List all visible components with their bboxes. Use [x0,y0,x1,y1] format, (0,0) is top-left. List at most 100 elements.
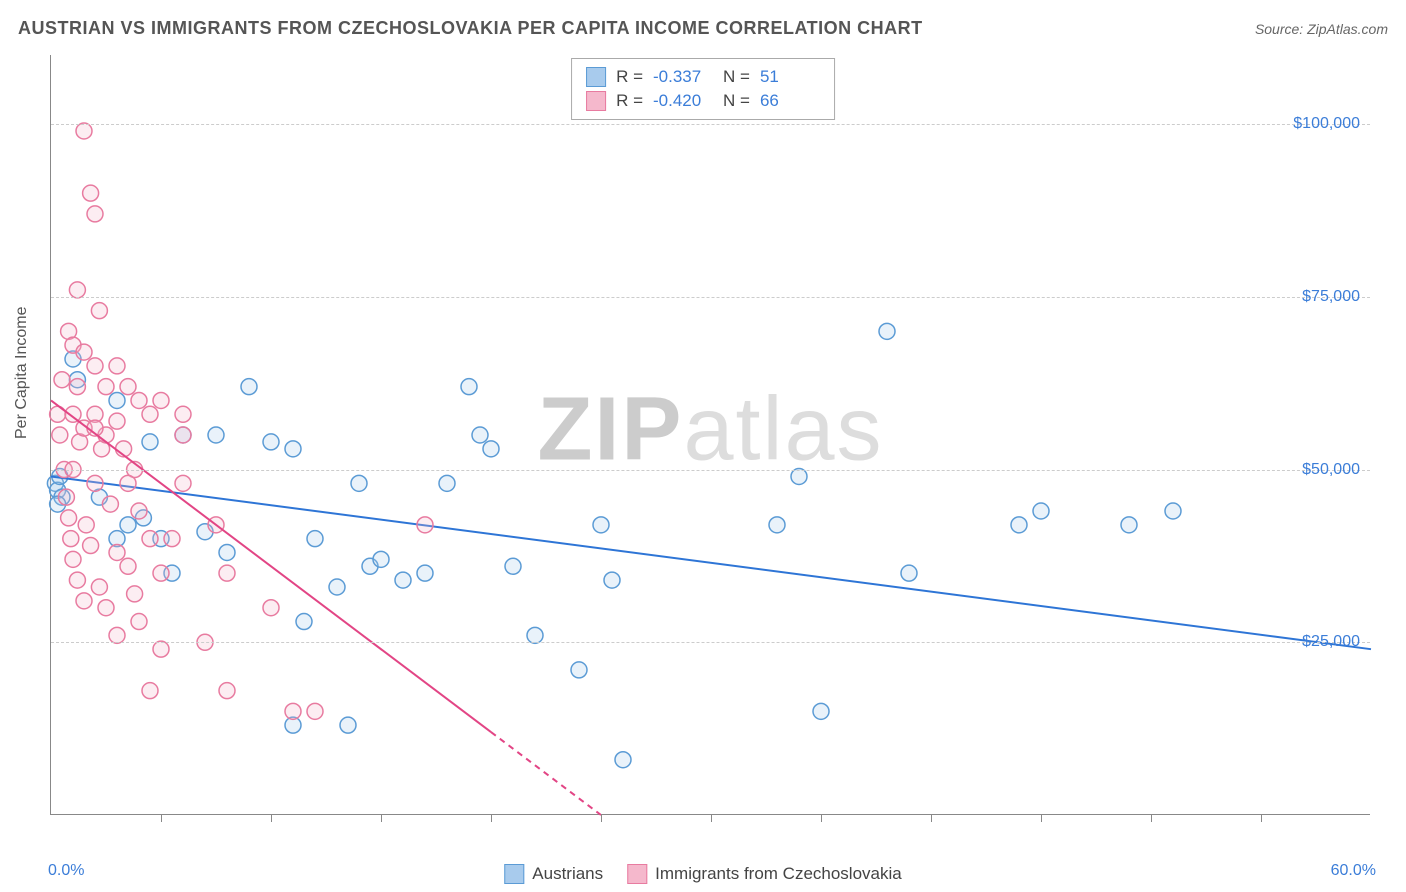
data-point [615,752,631,768]
data-point [813,703,829,719]
legend-swatch [586,67,606,87]
data-point [483,441,499,457]
data-point [69,282,85,298]
data-point [65,551,81,567]
r-value: -0.337 [653,67,713,87]
data-point [208,427,224,443]
data-point [61,510,77,526]
y-tick-label: $100,000 [1293,115,1360,133]
data-point [340,717,356,733]
x-tick [711,814,712,822]
x-tick [931,814,932,822]
data-point [76,123,92,139]
chart-area: ZIPatlas $25,000$50,000$75,000$100,000 [50,55,1370,815]
data-point [76,344,92,360]
x-tick [491,814,492,822]
legend-item: Austrians [504,864,603,884]
data-point [175,427,191,443]
data-point [87,475,103,491]
gridline [51,470,1370,471]
x-axis-min-label: 0.0% [48,862,84,880]
r-label: R = [616,91,643,111]
data-point [373,551,389,567]
legend-label: Immigrants from Czechoslovakia [655,864,902,884]
data-point [296,614,312,630]
data-point [120,475,136,491]
data-point [219,565,235,581]
data-point [83,538,99,554]
legend-item: Immigrants from Czechoslovakia [627,864,902,884]
scatter-plot [51,55,1370,814]
legend-swatch [586,91,606,111]
data-point [164,531,180,547]
x-tick [821,814,822,822]
n-value: 66 [760,91,820,111]
data-point [571,662,587,678]
data-point [91,303,107,319]
stats-row: R =-0.337N =51 [586,65,820,89]
chart-title: AUSTRIAN VS IMMIGRANTS FROM CZECHOSLOVAK… [18,18,923,39]
data-point [351,475,367,491]
data-point [263,434,279,450]
gridline [51,297,1370,298]
x-tick [161,814,162,822]
data-point [142,434,158,450]
data-point [109,544,125,560]
n-label: N = [723,67,750,87]
data-point [307,531,323,547]
data-point [131,392,147,408]
data-point [69,572,85,588]
data-point [329,579,345,595]
data-point [120,517,136,533]
data-point [1165,503,1181,519]
r-label: R = [616,67,643,87]
x-tick [1151,814,1152,822]
data-point [175,475,191,491]
r-value: -0.420 [653,91,713,111]
data-point [153,392,169,408]
data-point [120,558,136,574]
data-point [527,627,543,643]
data-point [285,441,301,457]
data-point [142,683,158,699]
data-point [52,427,68,443]
data-point [91,579,107,595]
data-point [153,565,169,581]
data-point [285,703,301,719]
x-axis-max-label: 60.0% [1331,862,1376,880]
data-point [58,489,74,505]
data-point [83,185,99,201]
x-tick [1041,814,1042,822]
stats-row: R =-0.420N =66 [586,89,820,113]
data-point [127,586,143,602]
data-point [219,683,235,699]
data-point [593,517,609,533]
data-point [98,600,114,616]
data-point [69,379,85,395]
x-tick [381,814,382,822]
data-point [505,558,521,574]
data-point [461,379,477,395]
trend-line-dashed [491,732,601,815]
gridline [51,124,1370,125]
data-point [54,372,70,388]
data-point [87,206,103,222]
data-point [395,572,411,588]
data-point [109,627,125,643]
data-point [142,531,158,547]
data-point [76,593,92,609]
data-point [142,406,158,422]
stats-legend: R =-0.337N =51R =-0.420N =66 [571,58,835,120]
data-point [307,703,323,719]
data-point [131,503,147,519]
x-tick [1261,814,1262,822]
data-point [219,544,235,560]
data-point [263,600,279,616]
data-point [472,427,488,443]
data-point [98,379,114,395]
data-point [1011,517,1027,533]
legend-label: Austrians [532,864,603,884]
data-point [879,323,895,339]
y-tick-label: $25,000 [1302,633,1360,651]
header: AUSTRIAN VS IMMIGRANTS FROM CZECHOSLOVAK… [18,18,1388,39]
